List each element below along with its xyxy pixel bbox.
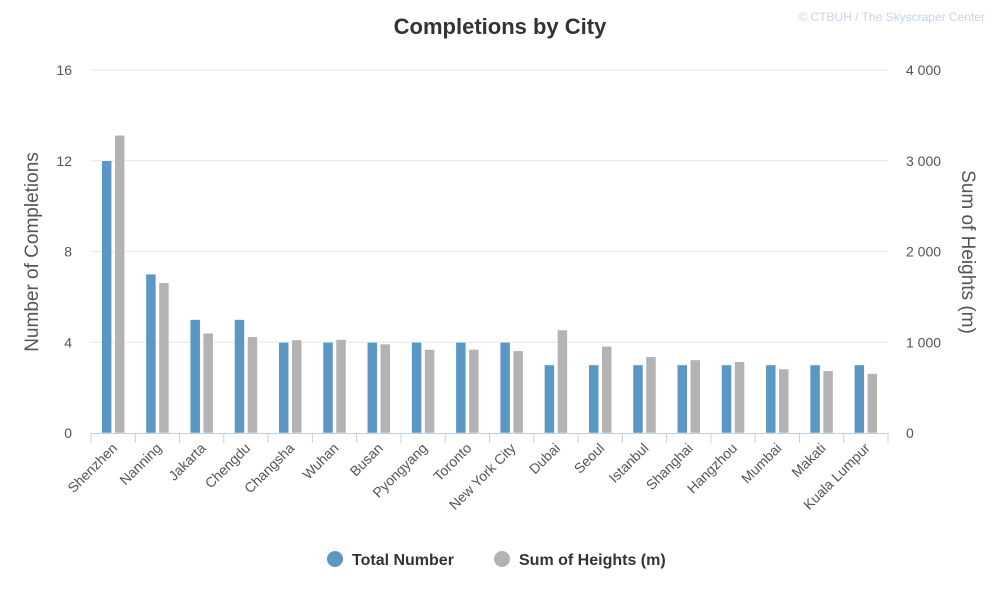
bar-total-number-istanbul[interactable] [632, 364, 644, 434]
bar-total-number-jakarta[interactable] [189, 319, 201, 434]
bar-total-number-shanghai[interactable] [677, 364, 688, 434]
legend-marker-total-number [327, 551, 343, 567]
bar-sum-of-heights-wuhan[interactable] [335, 339, 347, 434]
legend: Total Number Sum of Heights (m) [327, 551, 666, 569]
legend-item-total-number[interactable]: Total Number [327, 551, 454, 569]
bar-sum-of-heights-nanning[interactable] [158, 282, 170, 434]
chart-credit[interactable]: © CTBUH / The Skyscraper Center [798, 10, 985, 24]
bar-total-number-toronto[interactable] [455, 342, 467, 434]
y-axis-left-title: Number of Completions [22, 152, 43, 352]
y-axis-right-ticks: 0 1 000 2 000 3 000 4 000 [906, 62, 941, 441]
x-category-label: Shenzhen [64, 440, 120, 496]
bar-total-number-changsha[interactable] [278, 342, 289, 434]
bar-total-number-shenzhen[interactable] [101, 160, 112, 434]
x-axis [90, 433, 889, 443]
bar-total-number-kuala-lumpur[interactable] [854, 364, 865, 434]
y-left-tick-label: 4 [64, 334, 72, 350]
x-category-label: Nanning [116, 440, 164, 488]
chart-title: Completions by City [394, 14, 607, 39]
bar-sum-of-heights-shenzhen[interactable] [114, 135, 125, 434]
bar-sum-of-heights-jakarta[interactable] [202, 332, 214, 434]
x-category-label: Dubai [526, 440, 563, 477]
bars [101, 135, 878, 434]
grid-lines [91, 69, 888, 343]
bar-sum-of-heights-dubai[interactable] [557, 329, 568, 434]
legend-label-total-number: Total Number [352, 552, 454, 569]
bar-total-number-wuhan[interactable] [322, 342, 334, 434]
bar-sum-of-heights-new-york-city[interactable] [512, 350, 524, 434]
y-right-tick-label: 4 000 [906, 62, 941, 78]
y-left-tick-label: 8 [64, 244, 72, 260]
y-axis-right-title: Sum of Heights (m) [957, 170, 978, 334]
legend-marker-sum-of-heights [494, 551, 510, 567]
y-right-tick-label: 1 000 [906, 334, 941, 350]
bar-sum-of-heights-istanbul[interactable] [645, 356, 657, 434]
y-right-tick-label: 0 [906, 425, 914, 441]
bar-total-number-mumbai[interactable] [765, 364, 777, 434]
bar-sum-of-heights-shanghai[interactable] [690, 359, 701, 434]
y-left-tick-label: 0 [64, 425, 72, 441]
bar-sum-of-heights-pyongyang[interactable] [424, 349, 435, 434]
bar-sum-of-heights-changsha[interactable] [291, 339, 302, 434]
y-axis-left-ticks: 0 4 8 12 16 [56, 62, 72, 441]
y-right-tick-label: 3 000 [906, 153, 941, 169]
y-right-tick-label: 2 000 [906, 244, 941, 260]
bar-total-number-pyongyang[interactable] [411, 342, 422, 434]
x-category-label: Toronto [430, 440, 474, 484]
x-category-label: Mumbai [738, 440, 785, 487]
x-category-label: Makati [788, 440, 828, 480]
bar-total-number-hangzhou[interactable] [721, 364, 732, 434]
x-category-label: Wuhan [299, 440, 342, 483]
bar-sum-of-heights-toronto[interactable] [468, 349, 480, 434]
bar-total-number-dubai[interactable] [544, 364, 555, 434]
x-category-label: Seoul [571, 440, 608, 477]
bar-sum-of-heights-hangzhou[interactable] [734, 361, 745, 434]
bar-total-number-nanning[interactable] [145, 273, 157, 434]
legend-label-sum-of-heights: Sum of Heights (m) [519, 552, 666, 569]
x-category-label: Jakarta [165, 440, 209, 484]
bar-total-number-seoul[interactable] [588, 364, 599, 434]
legend-item-sum-of-heights[interactable]: Sum of Heights (m) [494, 551, 666, 569]
bar-total-number-busan[interactable] [367, 342, 378, 434]
bar-total-number-makati[interactable] [809, 364, 821, 434]
bar-sum-of-heights-seoul[interactable] [601, 346, 612, 434]
bar-sum-of-heights-chengdu[interactable] [247, 336, 258, 434]
bar-sum-of-heights-kuala-lumpur[interactable] [867, 373, 878, 434]
bar-sum-of-heights-busan[interactable] [380, 343, 391, 434]
bar-sum-of-heights-makati[interactable] [822, 370, 834, 434]
bar-total-number-chengdu[interactable] [234, 319, 245, 434]
bar-total-number-new-york-city[interactable] [499, 342, 511, 434]
bar-sum-of-heights-mumbai[interactable] [778, 368, 790, 434]
x-category-label: Busan [347, 440, 386, 479]
y-left-tick-label: 16 [56, 62, 72, 78]
y-left-tick-label: 12 [56, 153, 72, 169]
